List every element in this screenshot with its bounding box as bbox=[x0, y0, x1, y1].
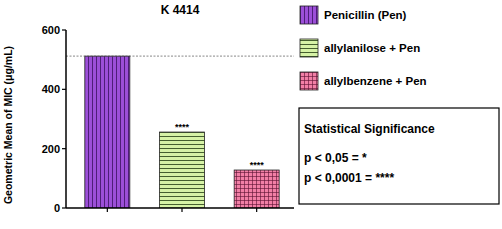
legend-label: allylbenzene + Pen bbox=[324, 75, 427, 87]
legend-label: allylanilose + Pen bbox=[324, 42, 420, 54]
bar bbox=[160, 132, 205, 208]
x-axis bbox=[66, 207, 294, 209]
significance-title: Statistical Significance bbox=[304, 122, 435, 136]
x-tick bbox=[181, 208, 182, 212]
y-tick bbox=[62, 148, 66, 149]
y-tick-label: 400 bbox=[42, 83, 60, 95]
x-tick bbox=[256, 208, 257, 212]
y-tick-label: 600 bbox=[42, 24, 60, 36]
bar bbox=[85, 56, 130, 208]
significance-box bbox=[299, 108, 499, 204]
significance-entry: p < 0,05 = * bbox=[304, 151, 367, 165]
y-tick-label: 200 bbox=[42, 143, 60, 155]
legend-swatch bbox=[300, 6, 318, 24]
y-tick-label: 0 bbox=[54, 202, 60, 214]
y-tick bbox=[62, 207, 66, 208]
chart-svg: K 4414 Geometric Mean of MIC (μg/mL) 0 200 4… bbox=[0, 0, 502, 229]
y-axis-label: Geometric Mean of MIC (μg/mL) bbox=[2, 46, 14, 204]
significance-stars: **** bbox=[175, 122, 190, 132]
chart-root: K 4414 Geometric Mean of MIC (μg/mL) 0 200 4… bbox=[0, 0, 502, 229]
significance-entry: p < 0,0001 = **** bbox=[304, 171, 394, 185]
y-axis bbox=[65, 30, 67, 208]
legend-swatch bbox=[300, 39, 318, 57]
reference-line bbox=[66, 56, 294, 57]
y-tick bbox=[62, 29, 66, 30]
legend-label: Penicillin (Pen) bbox=[324, 9, 407, 21]
title: K 4414 bbox=[161, 3, 200, 17]
bars bbox=[85, 56, 279, 208]
bar bbox=[234, 170, 279, 208]
legend-swatch bbox=[300, 72, 318, 90]
significance-stars: **** bbox=[250, 160, 265, 170]
x-tick bbox=[107, 208, 108, 212]
y-tick bbox=[62, 89, 66, 90]
